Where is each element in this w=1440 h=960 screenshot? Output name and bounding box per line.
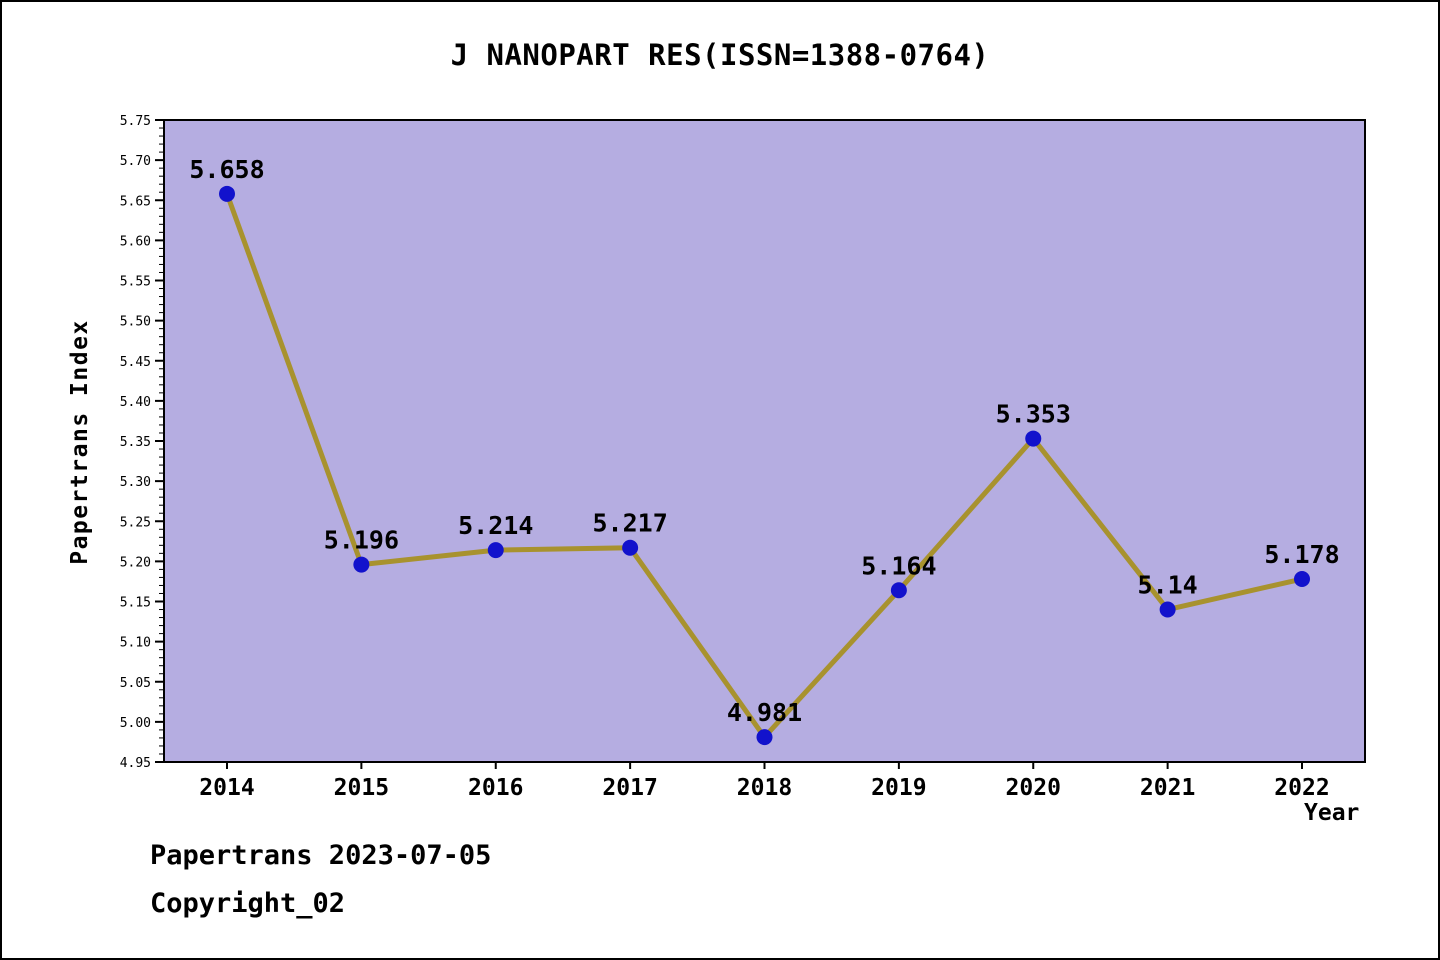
point-label: 5.196 — [324, 526, 399, 555]
point-label: 5.658 — [189, 155, 264, 184]
x-tick-label: 2017 — [602, 775, 657, 801]
y-tick-label: 5.40 — [120, 395, 151, 410]
y-tick-label: 5.70 — [120, 154, 151, 169]
x-axis-label: Year — [1304, 800, 1360, 826]
data-point — [1159, 601, 1176, 618]
y-tick-label: 5.20 — [120, 555, 151, 570]
footer-copyright: Copyright_02 — [150, 888, 346, 919]
data-point — [353, 556, 370, 573]
y-tick-label: 5.60 — [120, 234, 151, 249]
data-point — [487, 542, 504, 559]
y-tick-label: 5.35 — [120, 435, 151, 450]
data-point — [622, 539, 639, 556]
x-tick-label: 2016 — [468, 775, 523, 801]
chart-title: J NANOPART RES(ISSN=1388-0764) — [450, 38, 990, 72]
data-point — [219, 185, 235, 202]
point-label: 5.353 — [996, 400, 1071, 429]
y-tick-label: 5.15 — [120, 596, 151, 611]
y-tick-label: 5.50 — [120, 315, 151, 330]
point-label: 5.178 — [1264, 540, 1339, 569]
data-point — [756, 729, 773, 746]
y-tick-label: 5.65 — [120, 194, 151, 209]
x-tick-label: 2018 — [737, 775, 792, 801]
point-label: 5.214 — [458, 511, 533, 540]
y-tick-label: 5.25 — [120, 515, 151, 530]
point-label: 5.217 — [592, 509, 667, 538]
footer-date: Papertrans 2023-07-05 — [150, 840, 492, 871]
y-tick-label: 5.00 — [120, 716, 151, 731]
y-tick-label: 5.75 — [120, 114, 151, 129]
x-tick-label: 2015 — [334, 775, 389, 801]
point-label: 5.164 — [861, 551, 936, 580]
point-label: 4.981 — [727, 698, 802, 727]
y-tick-label: 5.10 — [120, 636, 151, 651]
x-tick-label: 2019 — [871, 775, 926, 801]
x-tick-label: 2014 — [199, 775, 254, 801]
data-point — [1025, 430, 1042, 447]
data-point — [1294, 571, 1310, 588]
y-tick-label: 5.05 — [120, 676, 151, 691]
x-tick-label: 2022 — [1274, 775, 1329, 801]
data-point — [890, 582, 907, 599]
x-tick-label: 2020 — [1006, 775, 1061, 801]
y-tick-label: 5.45 — [120, 355, 151, 370]
y-tick-label: 5.30 — [120, 475, 151, 490]
y-tick-label: 4.95 — [120, 756, 151, 771]
point-label: 5.14 — [1138, 571, 1198, 600]
y-tick-label: 5.55 — [120, 275, 151, 290]
x-tick-label: 2021 — [1140, 775, 1195, 801]
plot-area — [163, 119, 1366, 763]
